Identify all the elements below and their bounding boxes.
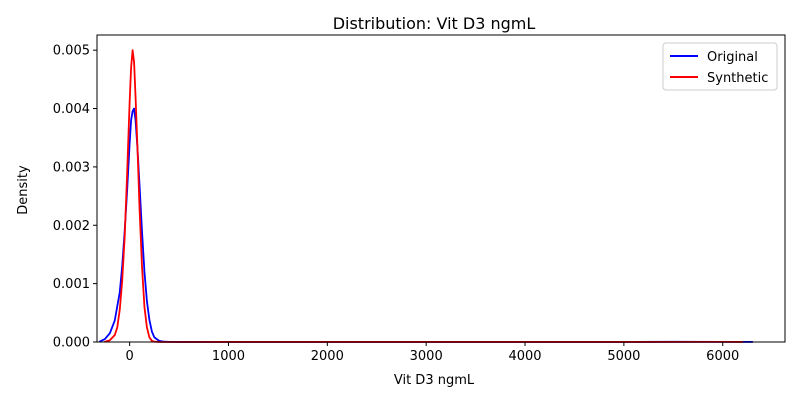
y-tick-label: 0.001	[53, 277, 90, 292]
y-axis-label: Density	[16, 165, 31, 215]
legend-label-original: Original	[707, 50, 758, 65]
y-tick-label: 0.004	[53, 102, 90, 117]
plot-frame	[96, 34, 786, 343]
x-tick-label: 1000	[212, 349, 245, 364]
x-tick-label: 2000	[311, 349, 344, 364]
y-tick-label: 0.005	[53, 44, 90, 59]
y-tick-label: 0.000	[53, 336, 90, 351]
y-tick-label: 0.002	[53, 219, 90, 234]
legend: Original Synthetic	[662, 42, 778, 91]
y-axis-ticks: 0.000 0.001 0.002 0.003 0.004 0.005	[53, 44, 97, 351]
x-axis-label: Vit D3 ngmL	[394, 373, 475, 388]
x-tick-label: 5000	[607, 349, 640, 364]
legend-label-synthetic: Synthetic	[707, 71, 768, 86]
x-tick-label: 4000	[508, 349, 541, 364]
x-tick-label: 3000	[410, 349, 443, 364]
x-tick-label: 0	[125, 349, 133, 364]
legend-box	[662, 42, 778, 91]
x-axis-ticks: 0 1000 2000 3000 4000 5000 6000	[125, 342, 739, 364]
chart-title: Distribution: Vit D3 ngmL	[333, 14, 536, 33]
x-tick-label: 6000	[706, 349, 739, 364]
y-tick-label: 0.003	[53, 160, 90, 175]
